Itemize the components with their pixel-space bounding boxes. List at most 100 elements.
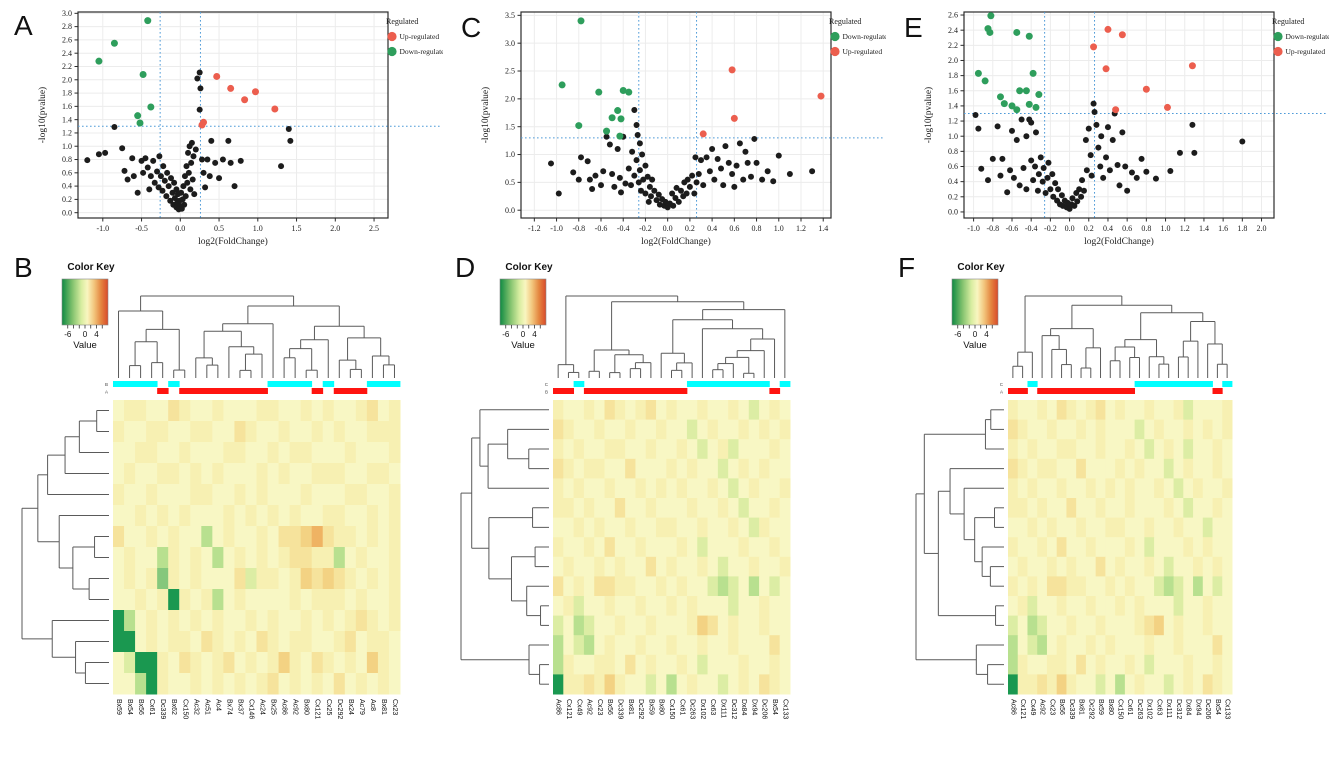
svg-text:Value: Value: [511, 340, 535, 351]
svg-text:Dx102: Dx102: [1146, 699, 1153, 719]
svg-text:Dx102: Dx102: [699, 699, 706, 719]
svg-text:Cx133: Cx133: [781, 699, 788, 719]
svg-text:Ac86: Ac86: [555, 699, 562, 715]
svg-text:0.0: 0.0: [1065, 224, 1075, 233]
svg-text:1.6: 1.6: [1218, 224, 1228, 233]
svg-text:2.5: 2.5: [369, 224, 379, 233]
svg-text:0.8: 0.8: [1141, 224, 1151, 233]
svg-text:Bx24: Bx24: [347, 699, 354, 715]
svg-text:1.2: 1.2: [948, 117, 958, 126]
svg-text:Bx80: Bx80: [658, 699, 665, 715]
svg-text:Regulated: Regulated: [1272, 17, 1304, 26]
svg-text:2.4: 2.4: [948, 26, 958, 35]
svg-text:A: A: [105, 390, 108, 395]
svg-text:Bx59: Bx59: [1097, 699, 1104, 715]
svg-text:1.0: 1.0: [948, 132, 958, 141]
svg-text:Regulated: Regulated: [829, 17, 861, 26]
svg-text:4: 4: [532, 330, 537, 339]
svg-text:Cx63: Cx63: [709, 699, 716, 715]
svg-text:2.0: 2.0: [948, 56, 958, 65]
svg-text:0.4: 0.4: [1103, 224, 1113, 233]
svg-text:Cx23: Cx23: [1048, 699, 1055, 715]
panel-letter-F: F: [898, 252, 916, 283]
svg-text:Dc292: Dc292: [336, 699, 343, 719]
volcano-plot-C: -1.2 -1.0 -0.8 -0.6 -0.4 -0.2 0.0 0.2 0.4 0.6 0.8 1…: [480, 11, 887, 247]
svg-text:2.2: 2.2: [948, 41, 958, 50]
svg-text:1.0: 1.0: [253, 224, 263, 233]
svg-text:Cx23: Cx23: [391, 699, 398, 715]
svg-text:Color Key: Color Key: [505, 262, 553, 273]
svg-text:Dx94: Dx94: [1194, 699, 1201, 715]
svg-text:Dx111: Dx111: [1165, 699, 1172, 718]
svg-text:0.4: 0.4: [62, 182, 72, 191]
svg-text:Ac92: Ac92: [586, 699, 593, 715]
panel-letter-B: B: [14, 252, 33, 283]
svg-text:1.8: 1.8: [62, 89, 72, 98]
svg-text:2.0: 2.0: [330, 224, 340, 233]
svg-text:-log10(pvalue): -log10(pvalue): [923, 87, 934, 143]
svg-text:Dx84: Dx84: [740, 699, 747, 715]
svg-text:-1.0: -1.0: [550, 224, 563, 233]
svg-text:0.5: 0.5: [505, 178, 515, 187]
svg-text:Dc292: Dc292: [1087, 699, 1094, 719]
svg-text:Ac4: Ac4: [214, 699, 221, 711]
svg-text:3.5: 3.5: [505, 11, 515, 20]
svg-text:0.6: 0.6: [1122, 224, 1132, 233]
svg-text:Dc206: Dc206: [1204, 699, 1211, 719]
svg-text:1.6: 1.6: [62, 102, 72, 111]
svg-text:2.8: 2.8: [62, 22, 72, 31]
svg-text:Cx150: Cx150: [181, 699, 188, 719]
svg-text:Ac8: Ac8: [369, 699, 376, 711]
svg-text:0.4: 0.4: [948, 177, 958, 186]
svg-text:Dc206: Dc206: [761, 699, 768, 719]
svg-text:-0.6: -0.6: [595, 224, 608, 233]
svg-text:0.2: 0.2: [1084, 224, 1094, 233]
svg-text:Ac32: Ac32: [192, 699, 199, 715]
svg-text:2.4: 2.4: [62, 49, 72, 58]
svg-text:Bx37: Bx37: [236, 699, 243, 715]
svg-text:Ac51: Ac51: [203, 699, 210, 715]
svg-text:Dc339: Dc339: [159, 699, 166, 719]
svg-text:-0.2: -0.2: [1044, 224, 1057, 233]
svg-text:-log10(pvalue): -log10(pvalue): [37, 87, 48, 143]
svg-text:Bx59: Bx59: [647, 699, 654, 715]
svg-text:Dc339: Dc339: [1068, 699, 1075, 719]
svg-text:Down-regulated: Down-regulated: [400, 47, 444, 56]
svg-text:Bx81: Bx81: [1078, 699, 1085, 715]
svg-text:0.6: 0.6: [948, 162, 958, 171]
svg-text:Ac92: Ac92: [292, 699, 299, 715]
svg-text:Dc339: Dc339: [616, 699, 623, 719]
volcano-plot-A: -1.0 -0.5 0.0 0.5 1.0 1.5 2.0 2.5 0.0 0.2 0.4 0.6 0.…: [37, 9, 444, 247]
svg-text:1.2: 1.2: [1180, 224, 1190, 233]
svg-text:Bx80: Bx80: [303, 699, 310, 715]
svg-text:Ac24: Ac24: [259, 699, 266, 715]
svg-text:Ac79: Ac79: [358, 699, 365, 715]
svg-text:Dc263: Dc263: [689, 699, 696, 719]
svg-text:Cx121: Cx121: [1019, 699, 1026, 719]
svg-text:Bx56: Bx56: [606, 699, 613, 715]
svg-text:Regulated: Regulated: [386, 17, 418, 26]
svg-text:1.4: 1.4: [1199, 224, 1209, 233]
panel-letter-E: E: [904, 12, 923, 43]
svg-text:Dx111: Dx111: [720, 699, 727, 718]
svg-text:-6: -6: [954, 330, 962, 339]
svg-text:log2(FoldChange): log2(FoldChange): [641, 236, 711, 247]
svg-text:0.6: 0.6: [729, 224, 739, 233]
svg-text:Dx84: Dx84: [1185, 699, 1192, 715]
svg-text:2.6: 2.6: [62, 36, 72, 45]
svg-text:3.0: 3.0: [62, 9, 72, 18]
svg-text:Down-regulated: Down-regulated: [843, 32, 887, 41]
svg-text:2.2: 2.2: [62, 62, 72, 71]
svg-text:0.2: 0.2: [685, 224, 695, 233]
svg-text:Cx146: Cx146: [247, 699, 254, 719]
svg-text:0.0: 0.0: [663, 224, 673, 233]
svg-text:Bx81: Bx81: [380, 699, 387, 715]
svg-text:Ac86: Ac86: [281, 699, 288, 715]
svg-text:0.0: 0.0: [62, 208, 72, 217]
svg-text:Bx25: Bx25: [270, 699, 277, 715]
svg-text:0.6: 0.6: [62, 168, 72, 177]
svg-text:Cx25: Cx25: [325, 699, 332, 715]
svg-text:-0.6: -0.6: [1006, 224, 1019, 233]
